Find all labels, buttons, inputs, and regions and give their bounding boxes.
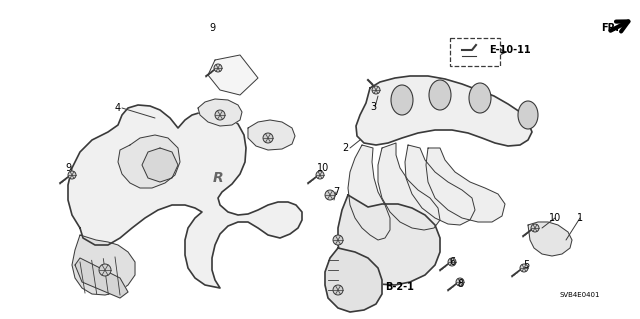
Text: R: R — [212, 171, 223, 185]
Polygon shape — [75, 258, 128, 298]
Circle shape — [333, 235, 343, 245]
Text: 2: 2 — [342, 143, 348, 153]
Text: FR.: FR. — [601, 23, 619, 33]
Text: 7: 7 — [333, 187, 339, 197]
Polygon shape — [405, 145, 475, 225]
Circle shape — [325, 190, 335, 200]
Circle shape — [68, 171, 76, 179]
Polygon shape — [528, 222, 572, 256]
Polygon shape — [72, 235, 135, 295]
Circle shape — [263, 133, 273, 143]
Polygon shape — [338, 195, 440, 285]
Polygon shape — [142, 148, 178, 182]
Polygon shape — [248, 120, 295, 150]
Ellipse shape — [429, 80, 451, 110]
Text: SVB4E0401: SVB4E0401 — [560, 292, 600, 298]
Ellipse shape — [391, 85, 413, 115]
Text: 1: 1 — [577, 213, 583, 223]
Text: 10: 10 — [549, 213, 561, 223]
Text: 9: 9 — [209, 23, 215, 33]
Polygon shape — [118, 135, 180, 188]
Circle shape — [214, 64, 222, 72]
Text: 9: 9 — [65, 163, 71, 173]
Text: 10: 10 — [317, 163, 329, 173]
Polygon shape — [426, 148, 505, 222]
Circle shape — [215, 110, 225, 120]
Text: 4: 4 — [115, 103, 121, 113]
Text: B-2-1: B-2-1 — [385, 282, 415, 292]
Polygon shape — [198, 99, 242, 126]
Text: 8: 8 — [457, 279, 463, 289]
Circle shape — [372, 86, 380, 94]
Circle shape — [520, 264, 528, 272]
Circle shape — [448, 258, 456, 266]
Polygon shape — [68, 105, 302, 288]
Ellipse shape — [518, 101, 538, 129]
Circle shape — [99, 264, 111, 276]
Circle shape — [456, 278, 464, 286]
Circle shape — [531, 224, 539, 232]
Text: 5: 5 — [523, 260, 529, 270]
Polygon shape — [348, 145, 390, 240]
Polygon shape — [325, 248, 382, 312]
Circle shape — [333, 285, 343, 295]
Polygon shape — [208, 55, 258, 95]
Text: E-10-11: E-10-11 — [489, 45, 531, 55]
Ellipse shape — [469, 83, 491, 113]
Text: 3: 3 — [370, 102, 376, 112]
Text: 6: 6 — [449, 257, 455, 267]
Circle shape — [316, 171, 324, 179]
Polygon shape — [378, 143, 440, 230]
Polygon shape — [356, 76, 532, 146]
